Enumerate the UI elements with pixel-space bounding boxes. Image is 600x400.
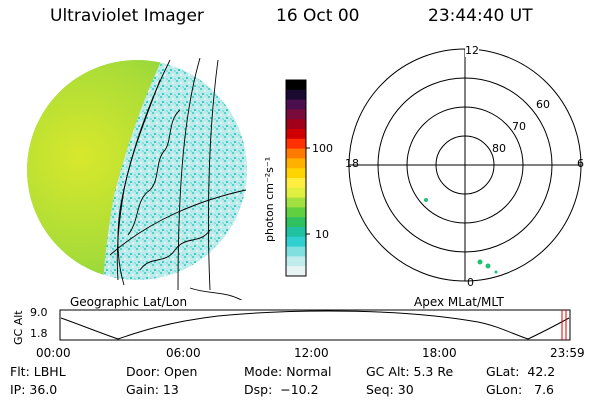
colorbar-swatch: [286, 168, 306, 179]
info-flt: Flt: LBHL: [10, 364, 66, 379]
mlt-label-6: 6: [577, 157, 584, 170]
info-ip: IP: 36.0: [10, 382, 58, 397]
colorbar-swatch: [286, 138, 306, 150]
timeline-xtick-1200: 12:00: [294, 346, 329, 360]
colorbar-swatch: [286, 246, 306, 257]
timeline-ytick-1.8: 1.8: [30, 327, 48, 340]
colorbar-swatch: [286, 266, 306, 277]
date-label: 16 Oct 00: [276, 6, 360, 26]
info-mode: Mode: Normal: [244, 364, 332, 379]
info-gain: Gain: 13: [126, 382, 179, 397]
timeline-xtick-2359: 23:59: [550, 346, 585, 360]
polar-plot: [348, 48, 582, 282]
colorbar-swatch: [286, 119, 306, 130]
earth-disk: [27, 60, 247, 280]
colorbar-swatch: [286, 129, 306, 140]
mlt-label-12: 12: [465, 44, 479, 57]
timeline-ytick-9: 9.0: [30, 306, 48, 319]
timeline-xtick-0000: 00:00: [36, 346, 71, 360]
coastline-overlay: [109, 57, 247, 300]
mlat-label-80: 80: [492, 142, 506, 155]
colorbar-swatch: [286, 89, 306, 101]
timeline-ylabel: GC Alt: [12, 310, 25, 345]
info-dsp: Dsp: −10.2: [244, 382, 319, 397]
colorbar-swatch: [286, 178, 306, 189]
colorbar-swatch: [286, 227, 306, 238]
colorbar-swatch: [286, 197, 306, 208]
time-label: 23:44:40 UT: [428, 6, 533, 26]
mlt-label-0: 0: [467, 276, 474, 289]
timeline-xtick-1800: 18:00: [422, 346, 457, 360]
colorbar-swatch: [286, 207, 306, 218]
colorbar-swatch: [286, 158, 306, 169]
geo-panel-label: Geographic Lat/Lon: [70, 295, 188, 309]
mlat-label-60: 60: [536, 98, 550, 111]
instrument-title: Ultraviolet Imager: [50, 6, 204, 26]
colorbar-swatch: [286, 236, 306, 248]
auroral-spots: [424, 198, 498, 274]
colorbar-swatch: [286, 99, 306, 110]
colorbar-tick-100: 100: [312, 142, 333, 155]
info-door: Door: Open: [126, 364, 198, 379]
colorbar-swatch: [286, 148, 306, 159]
orbit-altitude-plot: [59, 309, 571, 341]
info-seq: Seq: 30: [366, 382, 414, 397]
mlat-label-70: 70: [512, 120, 526, 133]
info-glat: GLat: 42.2: [486, 364, 556, 379]
geographic-image-panel: [27, 57, 247, 300]
colorbar-swatch: [286, 187, 306, 199]
info-glon: GLon: 7.6: [486, 382, 555, 397]
info-gcalt: GC Alt: 5.3 Re: [366, 364, 454, 379]
polar-panel-label: Apex MLat/MLT: [414, 295, 504, 309]
colorbar-swatch: [286, 256, 306, 267]
colorbar-unit-label: photon cm⁻²s⁻¹: [263, 156, 276, 242]
mlt-label-18: 18: [345, 157, 359, 170]
timeline-xtick-0600: 06:00: [166, 346, 201, 360]
colorbar-swatch: [286, 109, 306, 120]
colorbar-tick-10: 10: [315, 228, 329, 241]
colorbar: [285, 79, 310, 277]
colorbar-swatch: [286, 80, 306, 91]
colorbar-swatch: [286, 217, 306, 228]
